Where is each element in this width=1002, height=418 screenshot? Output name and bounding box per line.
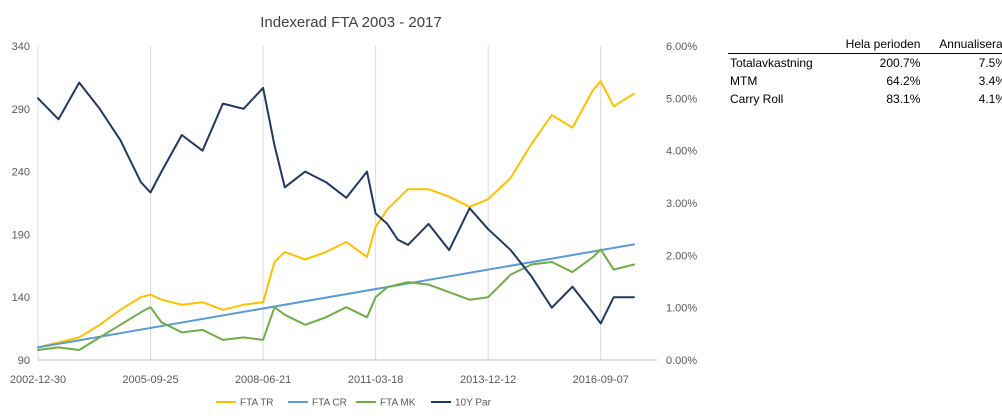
series-lines (37, 80, 635, 351)
y-left-tick-label: 290 (12, 104, 30, 116)
y-left-tick-label: 90 (18, 355, 30, 367)
row-label: Carry Roll (730, 92, 784, 106)
x-tick-label: 2016-09-07 (573, 374, 629, 386)
tick-labels: 2002-12-30 2005-09-25 2008-06-21 2011-03-18… (10, 41, 698, 386)
y-right-tick-label: 2.00% (666, 250, 697, 262)
legend-label: 10Y Par (455, 398, 492, 409)
y-right-tick-label: 4.00% (666, 146, 697, 158)
x-tick-label: 2011-03-18 (348, 374, 403, 386)
vertical-gridlines (37, 46, 602, 360)
stats-header-blank (728, 36, 830, 54)
x-tick-label: 2013-12-12 (460, 374, 516, 386)
row-label: Totalavkastning (730, 56, 813, 70)
y-right-tick-label: 3.00% (666, 198, 697, 210)
legend-label: FTA TR (240, 398, 274, 409)
series-line-10y-par (37, 81, 635, 325)
y-right-tick-label: 6.00% (666, 41, 697, 53)
stats-header-period: Hela perioden (845, 37, 921, 51)
stats-table: Hela perioden Annualiserat Totalavkastni… (728, 36, 1002, 108)
cell-annual: 3.4% (978, 74, 1002, 88)
cell-period: 200.7% (879, 56, 921, 70)
legend-label: FTA MK (380, 398, 416, 409)
row-label: MTM (730, 74, 758, 88)
y-left-tick-label: 190 (12, 229, 30, 241)
cell-annual: 4.1% (978, 92, 1002, 106)
stats-header-annual: Annualiserat (939, 37, 1002, 51)
y-right-tick-label: 1.00% (666, 303, 697, 315)
legend: FTA TR FTA CR FTA MK 10Y Par (216, 398, 492, 409)
stats-header-row: Hela perioden Annualiserat (728, 36, 1002, 54)
y-right-tick-label: 0.00% (666, 355, 697, 367)
x-tick-label: 2005-09-25 (122, 374, 178, 386)
cell-period: 83.1% (886, 92, 921, 106)
table-row: Carry Roll 83.1% 4.1% (728, 90, 1002, 108)
y-left-tick-label: 140 (12, 292, 30, 304)
y-left-tick-label: 240 (12, 167, 30, 179)
table-row: MTM 64.2% 3.4% (728, 72, 1002, 90)
table-row: Totalavkastning 200.7% 7.5% (728, 54, 1002, 73)
chart-title: Indexerad FTA 2003 - 2017 (260, 14, 442, 31)
chart: Indexerad FTA 2003 - 2017 2002-12-30 2005… (10, 14, 698, 409)
series-line-fta-cr (37, 243, 635, 349)
legend-label: FTA CR (312, 398, 347, 409)
cell-period: 64.2% (886, 74, 921, 88)
y-right-tick-label: 5.00% (666, 93, 697, 105)
y-left-tick-label: 340 (12, 41, 30, 53)
series-line-fta-mk (37, 248, 635, 351)
x-tick-label: 2002-12-30 (10, 374, 66, 386)
series-line-fta-tr (37, 80, 635, 349)
x-tick-label: 2008-06-21 (235, 374, 291, 386)
cell-annual: 7.5% (978, 56, 1002, 70)
